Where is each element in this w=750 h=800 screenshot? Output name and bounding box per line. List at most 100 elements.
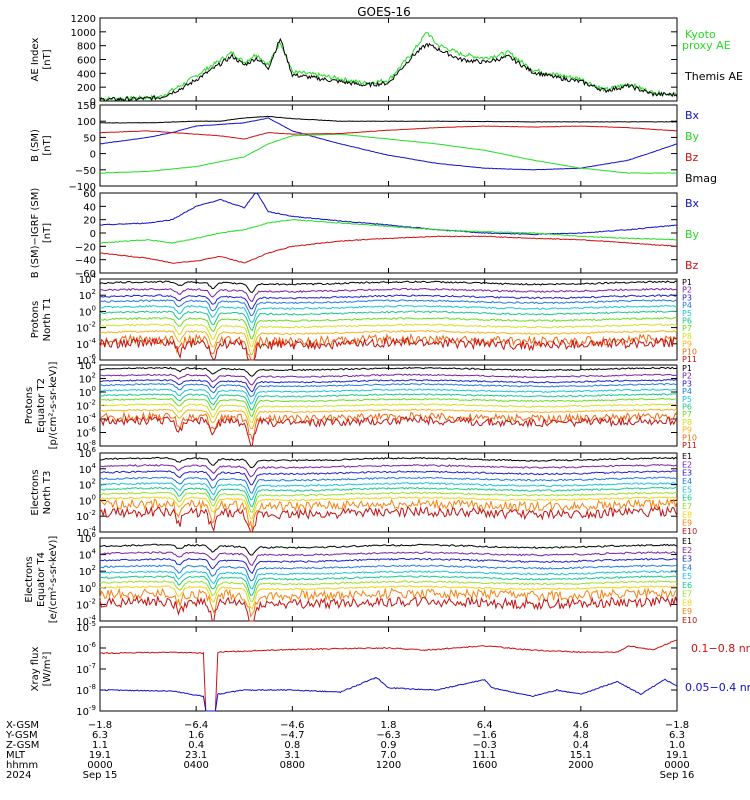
- series-line-by: [99, 133, 678, 174]
- ephemeris-value: −6.3: [376, 730, 400, 741]
- channel-line-e7: [99, 491, 678, 514]
- y-tick-label: 104: [79, 548, 97, 562]
- series-line-bz: [99, 235, 678, 264]
- y-tick-label: 106: [79, 446, 97, 460]
- channel-line-e6: [99, 486, 678, 508]
- channel-line-e3: [99, 470, 678, 486]
- legend-entry: 0.1−0.8 nm: [691, 642, 750, 655]
- y-tick-label: 102: [79, 288, 96, 302]
- ephemeris-value: 6.3: [669, 730, 685, 741]
- channel-line-p8: [99, 323, 678, 348]
- series-line-bmag: [99, 115, 678, 124]
- channel-line-e7: [99, 580, 678, 603]
- y-axis-label: AE Index: [30, 37, 41, 81]
- y-tick-label: 10-2: [76, 509, 96, 523]
- y-tick-label: −20: [75, 242, 96, 253]
- y-tick-label: 104: [79, 272, 97, 286]
- ephemeris-value: 1.6: [188, 730, 204, 741]
- y-tick-label: 600: [77, 56, 96, 67]
- legend-entry: E7: [682, 502, 692, 511]
- legend-entry: E10: [682, 616, 697, 625]
- y-axis-label: Equator T4: [36, 552, 47, 607]
- footer-row-label: hhmm: [6, 760, 38, 771]
- series-line-kyoto-proxy-ae: [99, 32, 678, 102]
- ephemeris-value: −1.8: [88, 720, 112, 731]
- legend-entry: P8: [682, 332, 692, 341]
- legend-entry: P4: [682, 301, 692, 310]
- channel-line-p7: [99, 316, 678, 340]
- channel-line-e9: [99, 587, 677, 619]
- channel-line-p3: [99, 378, 678, 393]
- panel-frame: [99, 626, 678, 712]
- channel-line-p6: [99, 393, 678, 411]
- channel-line-e10: [99, 505, 678, 533]
- channel-line-p10: [99, 410, 678, 441]
- series-line-by: [99, 219, 678, 245]
- panel-2: −100 −50 0 50 100 150 B (SM) [nT] Bx By Bz Bmag: [30, 101, 717, 193]
- ephemeris-value: 6.3: [92, 730, 108, 741]
- ephemeris-value: 19.1: [666, 750, 688, 761]
- ephemeris-value: −4.6: [280, 720, 304, 731]
- y-tick-label: 10-2: [76, 597, 96, 611]
- channel-line-e5: [99, 482, 678, 501]
- ephemeris-value: 0.8: [284, 740, 300, 751]
- y-tick-label: 60: [83, 189, 96, 200]
- legend-entry: E6: [682, 581, 692, 590]
- legend-entry: proxy AE: [682, 39, 731, 52]
- y-tick-label: 104: [79, 358, 97, 372]
- panel-frame: [99, 104, 678, 187]
- legend-entry: P10: [682, 433, 697, 442]
- legend-entry: P3: [682, 379, 692, 388]
- ephemeris-value: 1.0: [669, 740, 685, 751]
- legend-entry: Bx: [685, 197, 700, 210]
- legend-entry: P2: [682, 286, 692, 295]
- ephemeris-value: 7.0: [381, 750, 397, 761]
- y-tick-label: 0: [90, 229, 96, 240]
- y-axis-label: [nT]: [42, 223, 53, 243]
- y-axis-label: North T1: [42, 298, 53, 342]
- legend-entry: E5: [682, 485, 692, 494]
- channel-line-e4: [100, 564, 678, 582]
- series-line-0-1-0-8-nm: [99, 639, 678, 712]
- legend-entry: E9: [682, 607, 692, 616]
- channel-line-p11: [99, 336, 678, 361]
- ephemeris-value: 0.4: [188, 740, 204, 751]
- ephemeris-value: 15.1: [570, 750, 592, 761]
- legend-entry: E9: [682, 519, 692, 528]
- ephemeris-value: −1.6: [473, 730, 497, 741]
- legend-entry: E3: [682, 469, 692, 478]
- channel-line-p6: [99, 310, 678, 332]
- legend-entry: P9: [682, 426, 692, 435]
- x-tick-label: 1600: [472, 760, 497, 771]
- y-tick-label: 102: [79, 478, 96, 492]
- legend-entry: P4: [682, 387, 692, 396]
- legend-entry: E4: [682, 477, 692, 486]
- y-axis-label: [nT]: [42, 49, 53, 69]
- channel-line-p2: [99, 373, 678, 386]
- y-tick-label: 400: [77, 69, 96, 80]
- date-label: Sep 16: [660, 770, 695, 781]
- series-line-0-05-0-4-nm: [99, 677, 678, 712]
- footer-row-label: MLT: [6, 750, 26, 761]
- y-axis-label: Xray flux: [30, 647, 41, 692]
- legend-entry: E10: [682, 527, 697, 536]
- ephemeris-value: 19.1: [89, 750, 111, 761]
- y-tick-label: 10-8: [76, 683, 96, 697]
- legend-entry: E8: [682, 510, 692, 519]
- legend-entry: P11: [682, 441, 697, 450]
- legend-entry: Bmag: [685, 172, 717, 185]
- x-tick-label: 2000: [568, 760, 593, 771]
- legend-entry: Kyoto: [685, 28, 716, 41]
- panel-8: 10-9 10-8 10-7 10-6 10-5 Xray flux [W/m²] 0.1−0…: [30, 620, 750, 718]
- x-tick-label: 0400: [183, 760, 208, 771]
- channel-line-e1: [99, 456, 678, 468]
- y-tick-label: −50: [75, 166, 96, 177]
- x-tick-label: 0800: [280, 760, 305, 771]
- channel-line-p4: [99, 383, 678, 398]
- footer-row-label: Z-GSM: [6, 740, 39, 751]
- y-tick-label: 10-6: [76, 426, 96, 440]
- y-tick-label: 10-7: [76, 662, 96, 676]
